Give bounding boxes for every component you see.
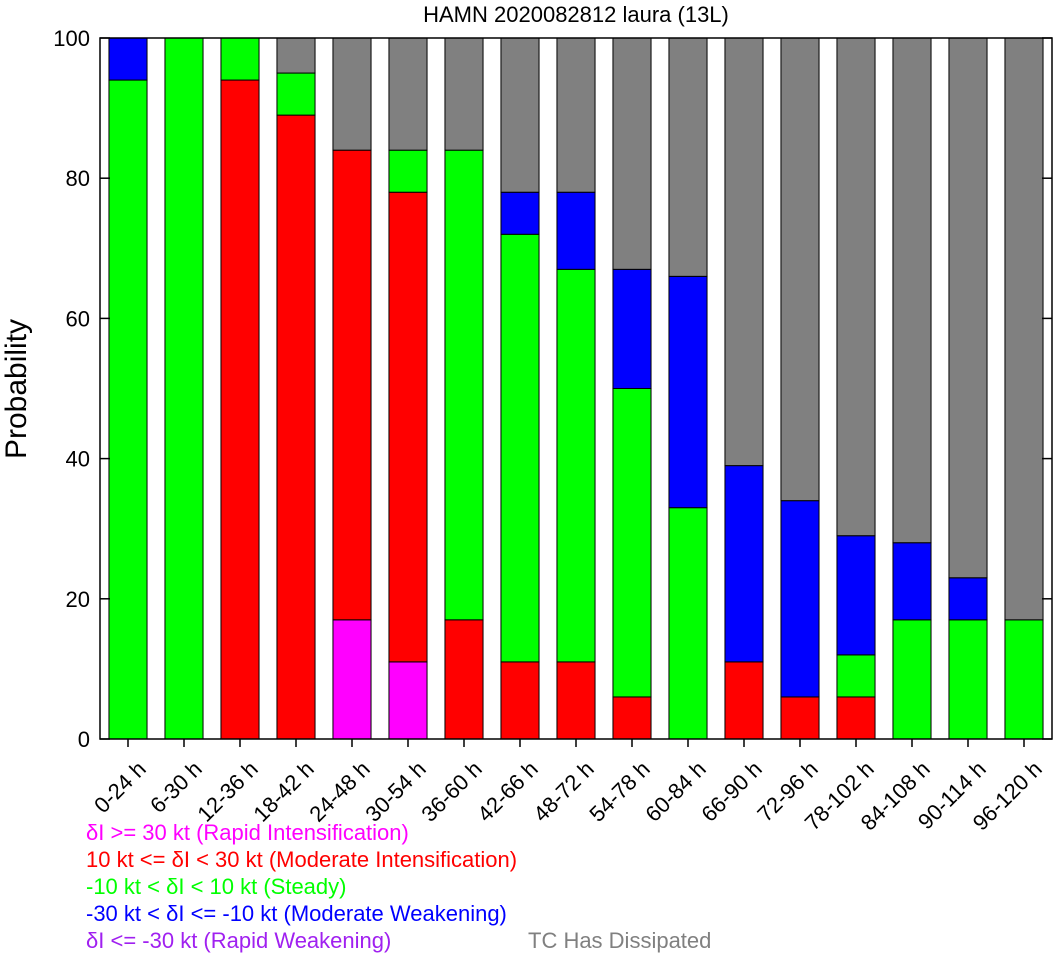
bar-segment-42-66h-series-3 xyxy=(500,191,540,235)
bar-segment-66-90h-series-1 xyxy=(724,661,764,740)
bar-segment-66-90h-series-5 xyxy=(724,37,764,467)
bar-segment-72-96h-series-5 xyxy=(780,37,820,502)
bar-segment-72-96h-series-1 xyxy=(780,696,820,740)
x-tick-label-12-36h: 12-36 h xyxy=(192,756,262,826)
bar-segment-60-84h-series-5 xyxy=(668,37,708,277)
y-tick-label-60: 60 xyxy=(66,306,90,331)
bar-segment-60-84h-series-2 xyxy=(668,507,708,740)
x-tick-label-42-66h: 42-66 h xyxy=(472,756,542,826)
bar-segment-0-24h-series-3 xyxy=(108,37,148,81)
bar-segment-12-36h-series-1 xyxy=(220,79,260,740)
bar-segment-90-114h-series-3 xyxy=(948,577,988,621)
x-tick-label-48-72h: 48-72 h xyxy=(528,756,598,826)
x-tick-label-54-78h: 54-78 h xyxy=(584,756,654,826)
bar-segment-30-54h-series-2 xyxy=(388,149,428,193)
bar-segment-30-54h-series-1 xyxy=(388,191,428,663)
legend-item-steady: -10 kt < δI < 10 kt (Steady) xyxy=(86,874,347,899)
bar-segment-54-78h-series-1 xyxy=(612,696,652,740)
y-axis: 0 20 40 60 80 100 xyxy=(53,26,1052,752)
y-tick-label-80: 80 xyxy=(66,166,90,191)
bar-segment-54-78h-series-5 xyxy=(612,37,652,270)
bar-segment-36-60h-series-1 xyxy=(444,619,484,740)
bar-segment-36-60h-series-5 xyxy=(444,37,484,151)
x-tick-label-18-42h: 18-42 h xyxy=(248,756,318,826)
bar-segment-60-84h-series-3 xyxy=(668,275,708,509)
bar-segment-24-48h-series-5 xyxy=(332,37,372,151)
bar-segment-78-102h-series-5 xyxy=(836,37,876,537)
y-axis-label: Probability xyxy=(0,319,33,459)
bar-segment-42-66h-series-2 xyxy=(500,233,540,663)
bar-segment-42-66h-series-5 xyxy=(500,37,540,193)
bar-segment-78-102h-series-2 xyxy=(836,654,876,698)
bar-segment-66-90h-series-3 xyxy=(724,465,764,663)
bar-segment-36-60h-series-2 xyxy=(444,149,484,621)
bar-segment-54-78h-series-3 xyxy=(612,268,652,389)
bar-segment-18-42h-series-1 xyxy=(276,114,316,740)
bar-segment-48-72h-series-5 xyxy=(556,37,596,193)
y-tick-label-20: 20 xyxy=(66,587,90,612)
legend-item-moderate-weakening: -30 kt < δI <= -10 kt (Moderate Weakenin… xyxy=(86,901,507,926)
x-tick-label-0-24h: 0-24 h xyxy=(89,756,151,818)
bar-segment-78-102h-series-3 xyxy=(836,535,876,656)
bar-stack-group xyxy=(108,37,1044,740)
bar-segment-84-108h-series-2 xyxy=(892,619,932,740)
bar-segment-24-48h-series-0 xyxy=(332,619,372,740)
x-tick-label-60-84h: 60-84 h xyxy=(640,756,710,826)
x-tick-label-36-60h: 36-60 h xyxy=(416,756,486,826)
bar-segment-54-78h-series-2 xyxy=(612,388,652,698)
legend-item-rapid-weakening: δI <= -30 kt (Rapid Weakening) xyxy=(86,928,392,953)
bar-segment-84-108h-series-3 xyxy=(892,542,932,621)
bar-segment-30-54h-series-0 xyxy=(388,661,428,740)
bar-segment-48-72h-series-3 xyxy=(556,191,596,270)
bar-segment-6-30h-series-2 xyxy=(164,37,204,740)
bar-segment-24-48h-series-1 xyxy=(332,149,372,621)
legend: δI >= 30 kt (Rapid Intensification) 10 k… xyxy=(86,819,517,954)
y-tick-label-100: 100 xyxy=(53,26,90,51)
x-tick-label-24-48h: 24-48 h xyxy=(304,756,374,826)
bar-segment-18-42h-series-2 xyxy=(276,72,316,116)
bar-segment-96-120h-series-2 xyxy=(1004,619,1044,740)
bar-segment-72-96h-series-3 xyxy=(780,500,820,698)
bar-segment-96-120h-series-5 xyxy=(1004,37,1044,621)
legend-item-rapid-intensification: δI >= 30 kt (Rapid Intensification) xyxy=(86,820,409,845)
chart-title: HAMN 2020082812 laura (13L) xyxy=(423,2,729,27)
x-tick-label-66-90h: 66-90 h xyxy=(696,756,766,826)
y-tick-label-0: 0 xyxy=(78,727,90,752)
bar-segment-48-72h-series-1 xyxy=(556,661,596,740)
y-tick-label-40: 40 xyxy=(66,447,90,472)
bar-segment-84-108h-series-5 xyxy=(892,37,932,544)
bar-segment-78-102h-series-1 xyxy=(836,696,876,740)
bar-segment-0-24h-series-2 xyxy=(108,79,148,740)
bar-segment-90-114h-series-5 xyxy=(948,37,988,579)
bar-segment-42-66h-series-1 xyxy=(500,661,540,740)
legend-item-dissipated: TC Has Dissipated xyxy=(528,928,712,953)
bar-segment-48-72h-series-2 xyxy=(556,268,596,663)
bar-segment-18-42h-series-5 xyxy=(276,37,316,74)
bar-segment-90-114h-series-2 xyxy=(948,619,988,740)
x-tick-label-30-54h: 30-54 h xyxy=(360,756,430,826)
bar-segment-30-54h-series-5 xyxy=(388,37,428,151)
bar-segment-12-36h-series-2 xyxy=(220,37,260,81)
legend-item-moderate-intensification: 10 kt <= δI < 30 kt (Moderate Intensific… xyxy=(86,847,518,872)
